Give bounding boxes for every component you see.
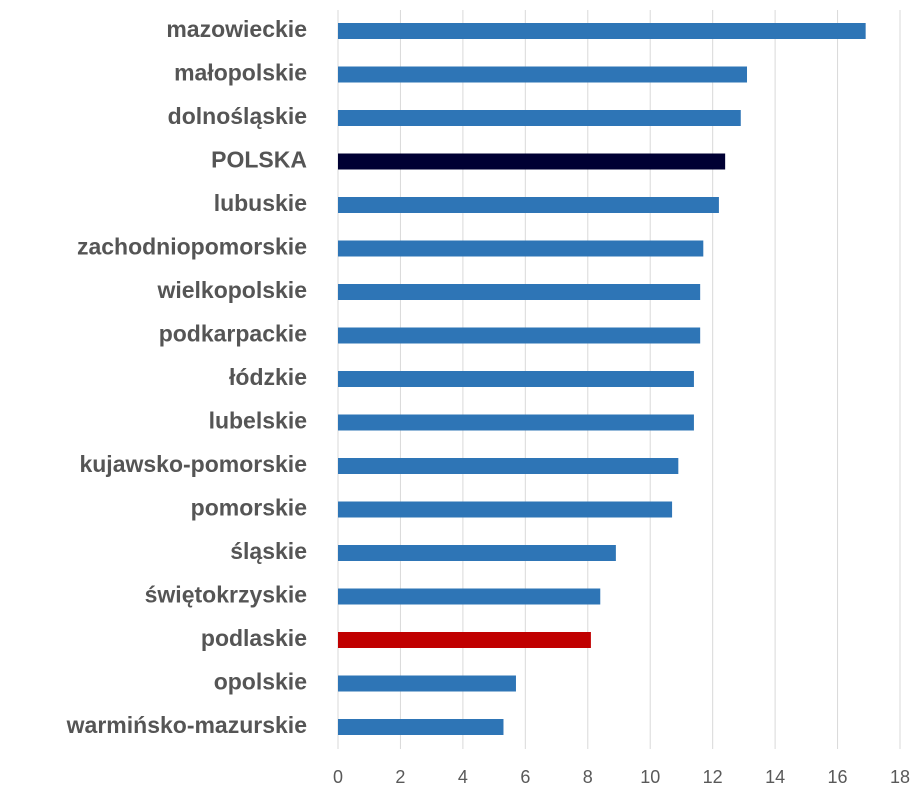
y-tick-label: zachodniopomorskie — [77, 234, 307, 260]
y-tick-label: pomorskie — [191, 495, 307, 521]
bar — [338, 197, 719, 213]
bar — [338, 458, 679, 474]
y-tick-label: kujawsko-pomorskie — [79, 451, 307, 477]
y-tick-label: podlaskie — [201, 625, 307, 651]
y-tick-label: małopolskie — [174, 60, 307, 86]
bar — [338, 414, 694, 431]
x-tick-label: 6 — [520, 767, 530, 787]
bar — [338, 545, 616, 561]
bar — [338, 23, 866, 39]
y-tick-label: podkarpackie — [159, 321, 307, 347]
bar — [338, 153, 726, 170]
bar — [338, 110, 741, 126]
bar — [338, 719, 504, 735]
y-tick-label: wielkopolskie — [156, 277, 307, 303]
bar — [338, 240, 704, 257]
bar — [338, 327, 701, 344]
y-tick-label: dolnośląskie — [168, 103, 307, 129]
bar — [338, 284, 701, 300]
x-tick-label: 12 — [703, 767, 723, 787]
bar — [338, 632, 591, 648]
x-tick-label: 18 — [890, 767, 910, 787]
y-tick-label: lubuskie — [214, 190, 307, 216]
x-tick-label: 16 — [828, 767, 848, 787]
x-tick-label: 4 — [458, 767, 468, 787]
bar — [338, 66, 748, 83]
bar — [338, 675, 516, 692]
y-tick-label: mazowieckie — [166, 16, 307, 42]
y-tick-label: świętokrzyskie — [145, 582, 307, 608]
bar — [338, 371, 694, 387]
y-tick-label: łódzkie — [229, 364, 307, 390]
y-tick-label: opolskie — [214, 669, 307, 695]
y-tick-label: POLSKA — [211, 147, 307, 173]
x-tick-label: 2 — [395, 767, 405, 787]
y-tick-label: śląskie — [230, 538, 307, 564]
y-tick-label: lubelskie — [209, 408, 307, 434]
x-tick-label: 14 — [765, 767, 785, 787]
x-tick-label: 0 — [333, 767, 343, 787]
bar — [338, 501, 673, 518]
bar — [338, 588, 601, 605]
x-tick-label: 10 — [640, 767, 660, 787]
y-tick-label: warmińsko-mazurskie — [66, 712, 307, 738]
x-tick-label: 8 — [583, 767, 593, 787]
